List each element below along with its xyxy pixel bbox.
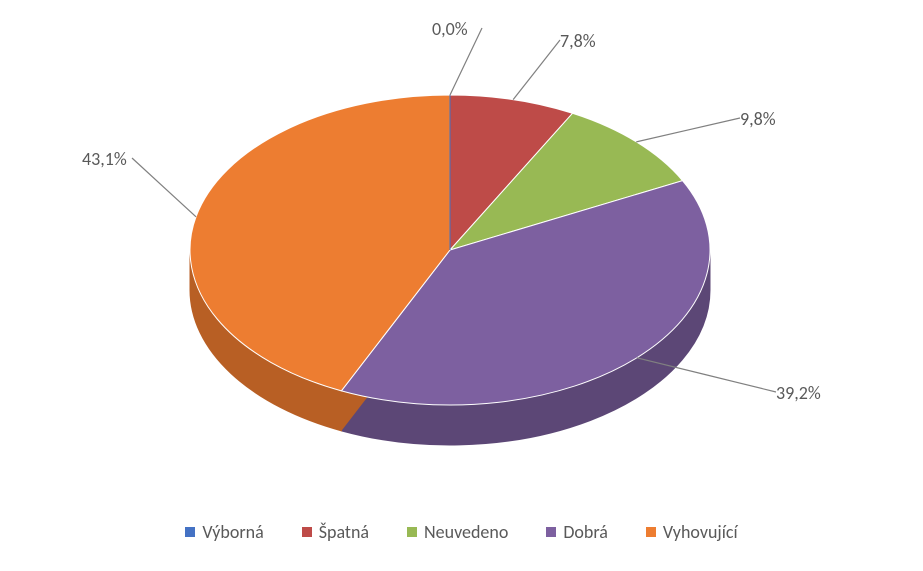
data-label: 43,1% — [82, 148, 127, 170]
legend-swatch — [407, 527, 417, 537]
legend-swatch — [546, 527, 556, 537]
legend-swatch — [302, 527, 312, 537]
leader-line — [636, 118, 740, 142]
legend-swatch — [185, 527, 195, 537]
legend-item: Špatná — [302, 521, 369, 543]
legend-label: Neuvedeno — [424, 521, 508, 543]
leader-line — [513, 40, 560, 100]
legend-label: Vyhovující — [663, 521, 738, 543]
data-label: 0,0% — [432, 18, 468, 40]
legend-item: Neuvedeno — [407, 521, 508, 543]
pie-chart: 0,0% 7,8% 9,8% 39,2% 43,1% — [0, 0, 923, 500]
legend-label: Výborná — [202, 521, 263, 543]
data-label: 39,2% — [776, 382, 821, 404]
data-label: 7,8% — [560, 30, 596, 52]
legend-item: Vyhovující — [646, 521, 738, 543]
legend-item: Výborná — [185, 521, 263, 543]
leader-line — [132, 158, 196, 217]
legend-label: Dobrá — [563, 521, 608, 543]
legend: Výborná Špatná Neuvedeno Dobrá Vyhovující — [0, 521, 923, 543]
legend-item: Dobrá — [546, 521, 608, 543]
pie-svg — [0, 0, 923, 500]
legend-label: Špatná — [319, 521, 369, 543]
legend-swatch — [646, 527, 656, 537]
data-label: 9,8% — [740, 108, 776, 130]
